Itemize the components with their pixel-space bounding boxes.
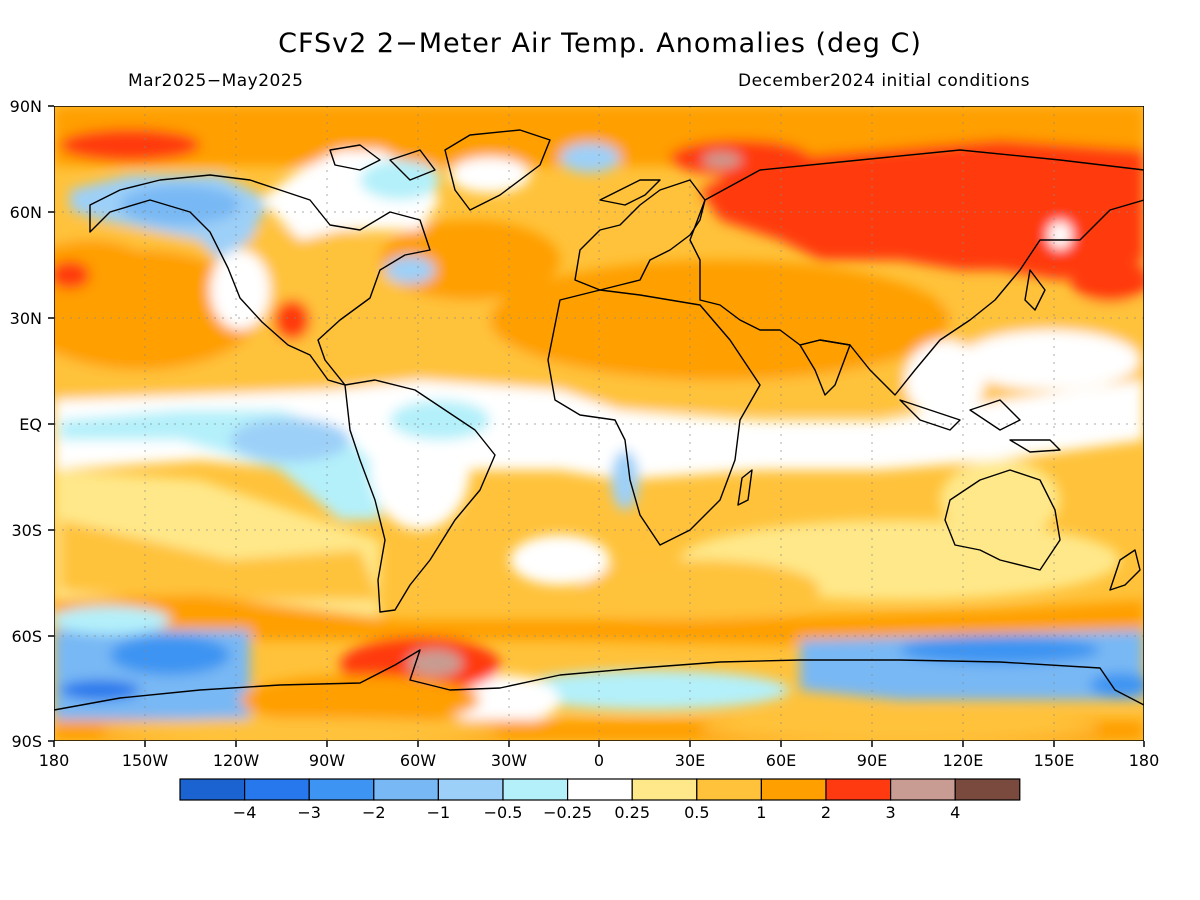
lat-label-60s: 60S — [11, 627, 42, 646]
legend-label: 2 — [821, 803, 831, 822]
forecast-period: Mar2025−May2025 — [128, 71, 304, 91]
legend-swatch — [696, 778, 762, 801]
lat-label-60n: 60N — [10, 203, 42, 222]
lon-label-30e: 30E — [675, 751, 705, 770]
lon-label-180e: 180 — [1129, 751, 1160, 770]
axis-ticks — [48, 105, 1145, 747]
lon-label-120e: 120E — [943, 751, 984, 770]
legend-swatch — [760, 778, 827, 801]
legend-swatch — [502, 778, 569, 801]
lon-label-120w: 120W — [213, 751, 260, 770]
legend-swatch — [437, 778, 504, 801]
legend-swatch — [889, 778, 956, 801]
lon-label-90w: 90W — [309, 751, 345, 770]
legend-label: −0.25 — [543, 803, 592, 822]
legend-swatch — [244, 778, 310, 801]
legend-swatch — [825, 778, 892, 801]
anomaly-field — [54, 106, 1144, 741]
lon-label-150e: 150E — [1034, 751, 1075, 770]
lon-label-180w: 180 — [39, 751, 70, 770]
lon-label-30w: 30W — [491, 751, 527, 770]
legend-label: 0.25 — [614, 803, 650, 822]
lon-label-90e: 90E — [857, 751, 887, 770]
lon-label-60w: 60W — [400, 751, 436, 770]
lat-label-90s: 90S — [11, 732, 42, 751]
legend-label: −3 — [297, 803, 321, 822]
lat-label-90n: 90N — [10, 97, 42, 116]
lon-label-150w: 150W — [122, 751, 169, 770]
legend-label: 4 — [950, 803, 960, 822]
legend-label: 0.5 — [684, 803, 709, 822]
legend-swatch — [566, 778, 633, 801]
map-title: CFSv2 2−Meter Air Temp. Anomalies (deg C… — [278, 28, 922, 59]
legend-label: −4 — [233, 803, 257, 822]
color-legend: −4 −3 −2 −1 −0.5 −0.25 0.25 0.5 1 2 3 4 — [179, 778, 1021, 822]
longitude-labels: 180 150W 120W 90W 60W 30W 0 30E 60E 90E … — [39, 751, 1160, 770]
legend-label: −0.5 — [484, 803, 523, 822]
coastlines — [54, 129, 1144, 711]
legend-swatch — [373, 778, 439, 801]
lon-label-0: 0 — [594, 751, 604, 770]
initial-conditions: December2024 initial conditions — [738, 71, 1030, 91]
grid-lines — [54, 106, 1144, 741]
legend-swatch — [179, 778, 246, 801]
latitude-labels: 90N 60N 30N EQ 30S 60S 90S — [10, 97, 42, 751]
lon-label-60e: 60E — [766, 751, 796, 770]
lat-label-eq: EQ — [19, 415, 42, 434]
lat-label-30n: 30N — [10, 309, 42, 328]
legend-label: −1 — [427, 803, 451, 822]
legend-swatch — [308, 778, 375, 801]
legend-label: 1 — [756, 803, 766, 822]
legend-swatch — [631, 778, 698, 801]
legend-swatch — [954, 778, 1021, 801]
legend-label: −2 — [362, 803, 386, 822]
legend-label: 3 — [886, 803, 896, 822]
lat-label-30s: 30S — [11, 521, 42, 540]
